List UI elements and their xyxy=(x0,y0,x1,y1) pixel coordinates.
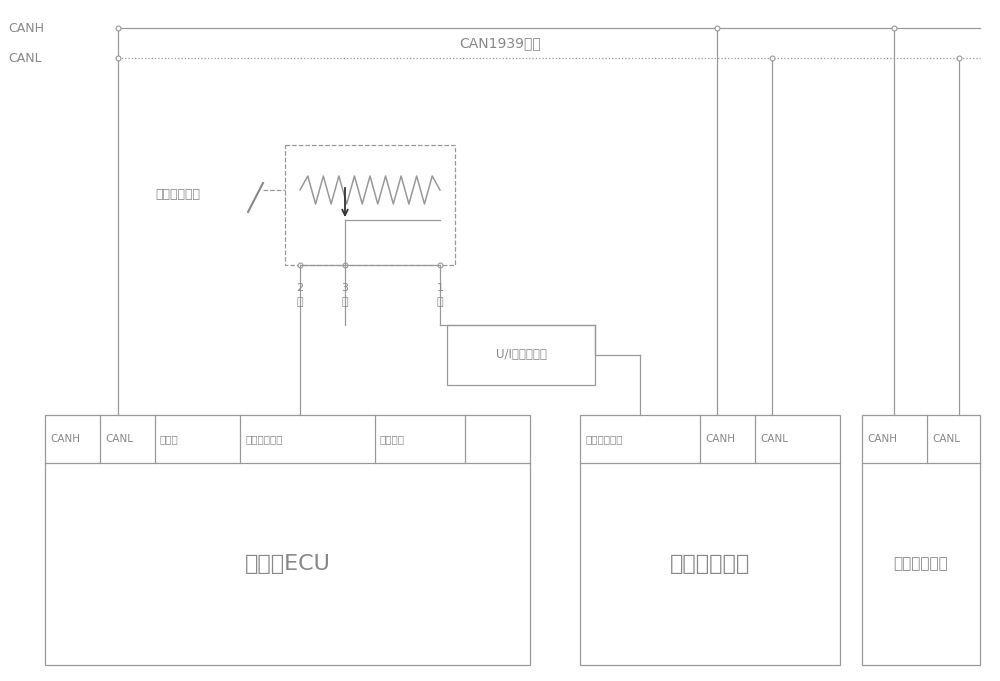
Text: CANL: CANL xyxy=(932,434,960,444)
Text: CANL: CANL xyxy=(105,434,133,444)
Text: 2: 2 xyxy=(296,283,304,293)
Text: CANH: CANH xyxy=(867,434,897,444)
Bar xyxy=(447,325,595,385)
Text: CAN1939总线: CAN1939总线 xyxy=(459,36,541,50)
Text: 电子油门控制: 电子油门控制 xyxy=(155,189,200,202)
Bar xyxy=(285,145,455,265)
Text: 白: 白 xyxy=(297,297,303,307)
Bar xyxy=(862,415,980,665)
Text: 1: 1 xyxy=(436,283,444,293)
Bar xyxy=(45,415,530,665)
Text: U/I隔离放大器: U/I隔离放大器 xyxy=(496,349,546,362)
Text: 无线遥控装置: 无线遥控装置 xyxy=(894,556,948,571)
Text: 3: 3 xyxy=(342,283,349,293)
Text: 油门电压信号: 油门电压信号 xyxy=(245,434,283,444)
Text: CANH: CANH xyxy=(50,434,80,444)
Text: 油门电流信号: 油门电流信号 xyxy=(585,434,622,444)
Text: 黑: 黑 xyxy=(342,297,348,307)
Text: CANH: CANH xyxy=(8,22,44,35)
Text: CANL: CANL xyxy=(8,52,42,65)
Text: CANH: CANH xyxy=(705,434,735,444)
Text: 油门电压: 油门电压 xyxy=(380,434,405,444)
Text: 油门地: 油门地 xyxy=(160,434,179,444)
Text: 起重机控制器: 起重机控制器 xyxy=(670,554,750,574)
Text: 红: 红 xyxy=(437,297,443,307)
Text: CANL: CANL xyxy=(760,434,788,444)
Bar xyxy=(580,415,840,665)
Text: 发动机ECU: 发动机ECU xyxy=(245,554,330,574)
